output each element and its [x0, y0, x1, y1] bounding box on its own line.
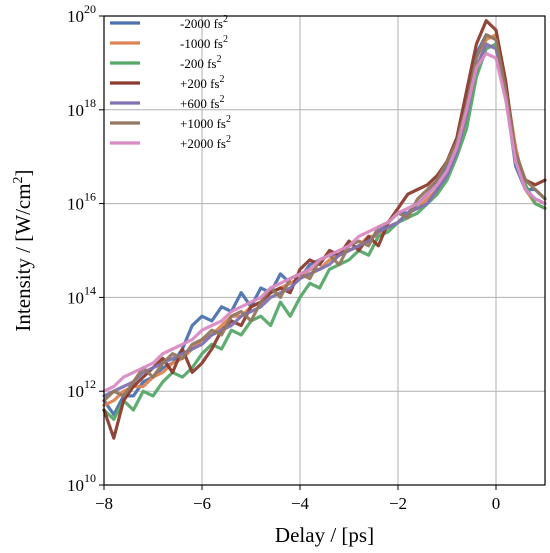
legend-item-name: -1000 fs [180, 36, 223, 51]
legend-item-label: -2000 fs2 [180, 14, 228, 31]
series-lines [102, 19, 547, 440]
legend-item-name: +200 fs [180, 76, 219, 91]
y-axis-label-base: Intensity / [W/cm [11, 183, 35, 331]
legend-item-exponent: 2 [216, 54, 221, 65]
legend-item-label: +1000 fs2 [180, 114, 231, 131]
x-tick-label: −2 [389, 494, 407, 513]
x-tick-label: −8 [95, 494, 113, 513]
legend-item-label: +2000 fs2 [180, 134, 231, 151]
y-tick-label: 1010 [67, 471, 96, 495]
y-tick-label: 1016 [67, 190, 96, 214]
y-tick-base: 10 [67, 195, 84, 214]
legend-item-name: +600 fs [180, 96, 219, 111]
y-tick-exponent: 10 [84, 471, 96, 485]
legend-item-label: -200 fs2 [180, 54, 221, 71]
x-axis: −8 −6 −4 −2 0 [95, 485, 500, 513]
y-axis-label: Intensity / [W/cm2] [11, 169, 35, 331]
y-tick-base: 10 [67, 101, 84, 120]
legend-item-name: -2000 fs [180, 16, 223, 31]
y-tick-base: 10 [67, 476, 84, 495]
legend-item-exponent: 2 [226, 114, 231, 125]
legend: -2000 fs2-1000 fs2-200 fs2+200 fs2+600 f… [110, 14, 231, 151]
y-tick-exponent: 16 [84, 190, 96, 204]
y-tick-exponent: 20 [84, 2, 96, 16]
y-tick-label: 1012 [67, 377, 96, 401]
y-tick-label: 1014 [67, 283, 96, 307]
x-tick-label: −6 [193, 494, 211, 513]
y-tick-base: 10 [67, 7, 84, 26]
legend-item-exponent: 2 [219, 94, 224, 105]
legend-item-exponent: 2 [226, 134, 231, 145]
series-line [102, 42, 547, 421]
series-line [102, 33, 547, 403]
legend-item-label: -1000 fs2 [180, 34, 228, 51]
y-tick-base: 10 [67, 382, 84, 401]
grid-lines [103, 15, 545, 486]
series-line [102, 42, 547, 398]
y-tick-exponent: 12 [84, 377, 96, 391]
legend-item-name: -200 fs [180, 56, 216, 71]
y-tick-base: 10 [67, 288, 84, 307]
y-axis-label-end: ] [11, 169, 35, 176]
legend-item-label: +600 fs2 [180, 94, 224, 111]
x-axis-label: Delay / [ps] [275, 523, 374, 547]
legend-item-exponent: 2 [223, 14, 228, 25]
legend-item-exponent: 2 [219, 74, 224, 85]
legend-item-name: +1000 fs [180, 116, 226, 131]
y-tick-exponent: 18 [84, 96, 96, 110]
x-tick-label: 0 [492, 494, 501, 513]
series-line [102, 51, 547, 393]
y-tick-label: 1018 [67, 96, 96, 120]
x-tick-label: −4 [291, 494, 310, 513]
plot-frame [103, 15, 546, 486]
legend-item-exponent: 2 [223, 34, 228, 45]
y-tick-label: 1020 [67, 2, 96, 26]
y-tick-exponent: 14 [84, 283, 96, 297]
legend-item-label: +200 fs2 [180, 74, 224, 91]
y-axis-label-sup: 2 [11, 176, 26, 183]
legend-item-name: +2000 fs [180, 136, 226, 151]
